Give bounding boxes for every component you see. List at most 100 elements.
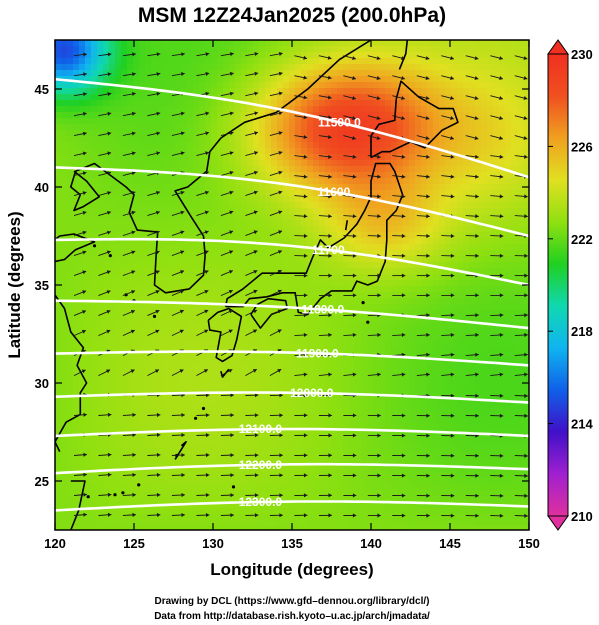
field-cell: [451, 154, 458, 161]
field-cell: [193, 400, 200, 407]
field-cell: [97, 346, 104, 353]
field-cell: [499, 244, 506, 251]
field-cell: [121, 160, 128, 167]
field-cell: [343, 208, 350, 215]
field-cell: [277, 118, 284, 125]
field-cell: [391, 304, 398, 311]
field-cell: [91, 178, 98, 185]
field-cell: [265, 328, 272, 335]
field-cell: [469, 160, 476, 167]
field-cell: [235, 364, 242, 371]
field-cell: [163, 76, 170, 83]
field-cell: [463, 130, 470, 137]
field-cell: [253, 334, 260, 341]
field-cell: [97, 64, 104, 71]
field-cell: [409, 352, 416, 359]
field-cell: [283, 52, 290, 59]
field-cell: [187, 340, 194, 347]
field-cell: [493, 58, 500, 65]
field-cell: [463, 82, 470, 89]
field-cell: [391, 238, 398, 245]
field-cell: [55, 406, 62, 413]
field-cell: [319, 88, 326, 95]
field-cell: [433, 172, 440, 179]
field-cell: [499, 382, 506, 389]
field-cell: [223, 118, 230, 125]
field-cell: [193, 208, 200, 215]
field-cell: [241, 196, 248, 203]
field-cell: [403, 190, 410, 197]
field-cell: [235, 112, 242, 119]
field-cell: [229, 184, 236, 191]
field-cell: [415, 262, 422, 269]
field-cell: [223, 244, 230, 251]
field-cell: [433, 196, 440, 203]
field-cell: [469, 226, 476, 233]
field-cell: [259, 400, 266, 407]
field-cell: [487, 64, 494, 71]
field-cell: [475, 148, 482, 155]
field-cell: [409, 178, 416, 185]
field-cell: [349, 382, 356, 389]
field-cell: [469, 178, 476, 185]
field-cell: [253, 316, 260, 323]
field-cell: [55, 376, 62, 383]
field-cell: [271, 178, 278, 185]
field-cell: [457, 322, 464, 329]
field-cell: [283, 244, 290, 251]
field-cell: [121, 106, 128, 113]
field-cell: [415, 406, 422, 413]
field-cell: [469, 208, 476, 215]
field-cell: [289, 406, 296, 413]
field-cell: [481, 238, 488, 245]
field-cell: [133, 286, 140, 293]
field-cell: [421, 100, 428, 107]
field-cell: [79, 130, 86, 137]
field-cell: [505, 214, 512, 221]
field-cell: [133, 352, 140, 359]
field-cell: [523, 310, 529, 317]
field-cell: [307, 46, 314, 53]
field-cell: [445, 364, 452, 371]
field-cell: [475, 124, 482, 131]
field-cell: [121, 76, 128, 83]
field-cell: [199, 124, 206, 131]
field-cell: [319, 268, 326, 275]
field-cell: [199, 214, 206, 221]
field-cell: [397, 100, 404, 107]
field-cell: [223, 154, 230, 161]
field-cell: [415, 196, 422, 203]
field-cell: [85, 400, 92, 407]
field-cell: [127, 160, 134, 167]
field-cell: [223, 268, 230, 275]
field-cell: [403, 70, 410, 77]
field-cell: [139, 124, 146, 131]
field-cell: [331, 304, 338, 311]
field-cell: [343, 334, 350, 341]
field-cell: [163, 184, 170, 191]
field-cell: [337, 328, 344, 335]
field-cell: [385, 388, 392, 395]
field-cell: [469, 268, 476, 275]
field-cell: [247, 202, 254, 209]
field-cell: [205, 292, 212, 299]
field-cell: [523, 160, 529, 167]
field-cell: [499, 46, 506, 53]
field-cell: [139, 82, 146, 89]
field-cell: [295, 274, 302, 281]
field-cell: [199, 58, 206, 65]
field-cell: [139, 340, 146, 347]
field-cell: [109, 172, 116, 179]
field-cell: [187, 310, 194, 317]
field-cell: [487, 250, 494, 257]
field-cell: [265, 364, 272, 371]
field-cell: [223, 400, 230, 407]
field-cell: [451, 94, 458, 101]
field-cell: [427, 154, 434, 161]
field-cell: [169, 76, 176, 83]
field-cell: [505, 52, 512, 59]
field-cell: [109, 202, 116, 209]
field-cell: [301, 394, 308, 401]
field-cell: [451, 238, 458, 245]
field-cell: [223, 388, 230, 395]
